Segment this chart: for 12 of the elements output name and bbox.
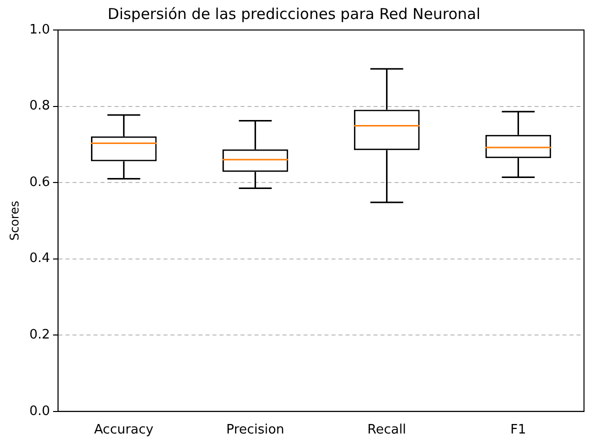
y-tick-label: 0.6: [29, 174, 50, 190]
chart-title: Dispersión de las predicciones para Red Neuronal: [108, 4, 480, 23]
x-tick-label: Accuracy: [94, 422, 154, 438]
y-tick-label: 1.0: [29, 22, 50, 38]
y-axis-title: Scores: [7, 200, 22, 241]
y-tick-label: 0.2: [29, 327, 50, 342]
y-tick-label: 0.0: [29, 404, 50, 419]
x-tick-label: F1: [510, 422, 526, 438]
x-tick-label: Recall: [367, 422, 406, 438]
y-tick-label: 0.4: [29, 251, 50, 266]
y-tick-label: 0.8: [29, 98, 50, 114]
x-tick-label: Precision: [226, 422, 284, 438]
